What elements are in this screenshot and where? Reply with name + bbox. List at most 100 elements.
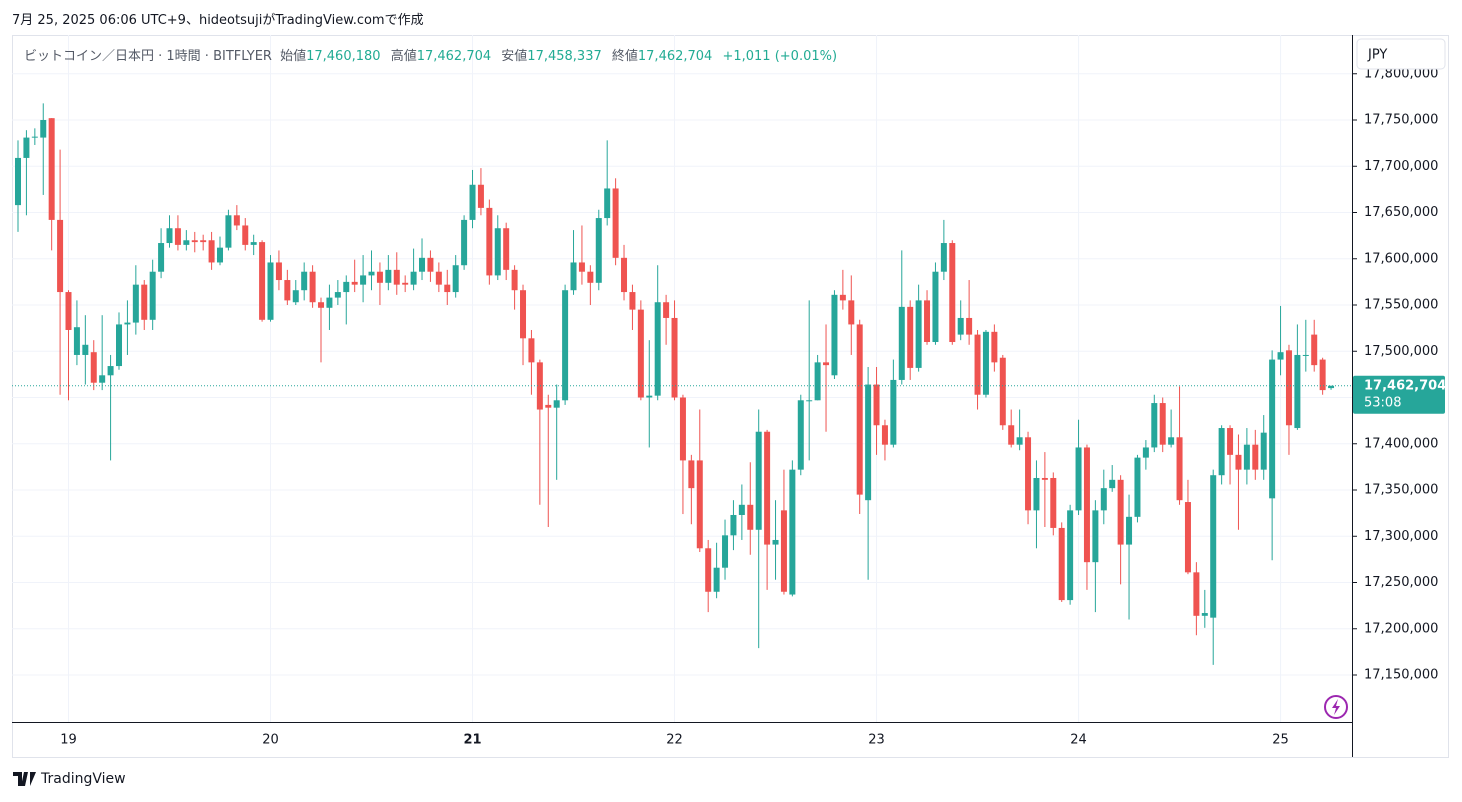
candle-body [1184,502,1191,573]
candle-body [890,379,897,445]
candle-body [587,271,594,283]
candle-body [1252,444,1259,470]
candle-body [932,271,939,343]
candle-body [1117,479,1124,545]
candle-body [982,331,989,395]
open-label: 始値 [280,49,307,64]
x-tick-label: 22 [666,733,683,748]
candle-body [99,375,106,383]
price-tag-value: 17,462,704 [1364,378,1446,393]
candle-body [1142,447,1149,458]
y-tick-label: 17,400,000 [1364,436,1438,451]
candle-body [1319,359,1326,391]
y-tick-label: 17,550,000 [1364,298,1438,313]
candle-body [511,269,518,291]
candle-body [376,271,383,283]
x-tick-label: 24 [1070,733,1087,748]
y-tick-label: 17,500,000 [1364,344,1438,359]
candle-body [334,292,341,298]
candle-body [806,400,813,402]
candle-body [722,535,729,568]
candle-body [536,362,543,410]
candle-body [1269,359,1276,499]
candle-body [696,460,703,549]
candle-body [1201,613,1208,616]
legend-header: ビットコイン／日本円 · 1時間 · BITFLYER 始値17,460,180… [24,45,843,64]
x-tick-label: 21 [463,733,481,748]
candle-body [351,281,358,285]
candle-body [780,510,787,592]
candle-body [65,292,72,330]
candle-body [1134,457,1141,517]
close-value: 17,462,704 [637,49,713,64]
candle-body [637,309,644,398]
candle-body [646,395,653,398]
candle-body [410,271,417,285]
candle-body [82,344,89,355]
chart-frame [12,35,1449,758]
candle-body [1050,477,1057,528]
candle-body [915,300,922,368]
candle-body [772,539,779,545]
candle-body [974,334,981,395]
candle-body [1302,354,1309,356]
candle-body [629,292,636,310]
candle-body [141,284,148,320]
candle-body [562,290,569,401]
candle-body [393,269,400,285]
candle-body [343,281,350,293]
x-tick-label: 25 [1272,733,1289,748]
candle-body [1151,403,1158,448]
candle-body [469,184,476,220]
candle-body [848,300,855,325]
candle-body [292,290,299,303]
candle-body [823,362,830,366]
candle-body [705,548,712,592]
candle-body [90,352,97,383]
candle-body [1176,437,1183,501]
candle-body [679,397,686,461]
candle-body [444,284,451,293]
change: +1,011 (+0.01%) [722,49,838,64]
candle-body [158,243,165,272]
candle-body [183,240,190,245]
symbol: ビットコイン／日本円 · 1時間 · BITFLYER [24,49,272,64]
candle-body [1159,403,1166,445]
y-tick-label: 17,750,000 [1364,113,1438,128]
y-tick-label: 17,300,000 [1364,529,1438,544]
candle-body [898,306,905,380]
candle-body [612,188,619,258]
candle-body [259,242,266,320]
candle-body [427,257,434,272]
candle-body [326,297,333,308]
candle-body [999,357,1006,426]
candle-body [764,431,771,545]
candle-body [1285,350,1292,426]
candle-body [949,243,956,343]
brand-logo [13,772,36,786]
candle-body [217,247,224,263]
candle-body [1277,352,1284,360]
low-value: 17,458,337 [527,49,602,64]
candle-body [40,120,47,138]
candle-body [738,504,745,515]
candle-body [1210,475,1217,618]
candle-body [713,567,720,592]
candle-body [570,262,577,291]
candle-body [688,460,695,489]
candle-body [730,514,737,536]
candle-body [477,184,484,208]
currency-button [1356,38,1446,70]
candle-body [1058,527,1065,601]
x-tick-label: 19 [60,733,77,748]
candle-body [225,215,232,248]
candle-body [461,219,468,266]
candle-body [1075,447,1082,511]
candle-body [402,282,409,285]
candle-body [23,137,30,158]
candle-body [1260,432,1267,470]
candle-body [233,215,240,226]
candle-body [814,362,821,401]
candle-body [671,317,678,398]
